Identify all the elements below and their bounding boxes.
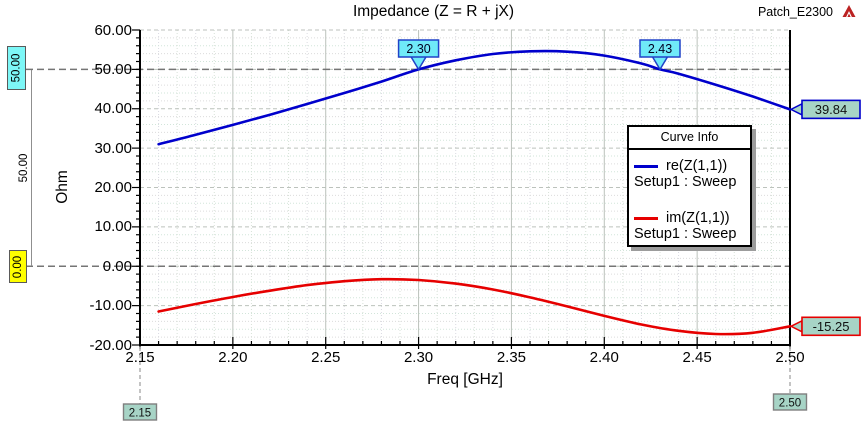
legend-entries: re(Z(1,1)) Setup1 : Sweep im(Z(1,1)) Setup1…: [629, 158, 750, 242]
x-tick-label: 2.15: [125, 349, 155, 366]
svg-text:2.30: 2.30: [406, 42, 430, 56]
legend[interactable]: Curve Info re(Z(1,1)) Setup1 : Sweep im(Z(…: [627, 125, 752, 247]
chart-title: Impedance (Z = R + jX): [352, 3, 515, 20]
y-tick-label: 50.00: [94, 60, 132, 78]
svg-text:2.50: 2.50: [779, 398, 801, 410]
y-axis-title: Ohm: [54, 170, 71, 204]
reference-handle-50.00[interactable]: 50.00: [7, 46, 26, 90]
svg-text:39.84: 39.84: [815, 102, 848, 117]
y-tick-label: 30.00: [94, 139, 132, 157]
range-marker-2.15[interactable]: 2.15: [122, 347, 158, 421]
legend-entry-im[interactable]: im(Z(1,1)) Setup1 : Sweep: [629, 210, 750, 242]
legend-title: Curve Info: [629, 127, 750, 150]
y-tick-label: 10.00: [94, 218, 132, 236]
reference-handle-label: 50.00: [10, 53, 23, 83]
legend-entry-sublabel: Setup1 : Sweep: [634, 226, 737, 242]
value-marker--15.25[interactable]: -15.25: [789, 316, 861, 337]
y-tick-label: 40.00: [94, 100, 132, 118]
delta-ruler-line: [31, 70, 32, 266]
reference-handle-0.00[interactable]: 0.00: [9, 250, 27, 283]
legend-entry-label: re(Z(1,1)): [666, 158, 728, 174]
y-tick-label: -20.00: [89, 336, 132, 354]
x-tick-label: 2.45: [682, 349, 712, 366]
x-tick-label: 2.20: [218, 349, 248, 366]
curve-marker-2.43[interactable]: 2.43: [639, 39, 681, 71]
value-marker-39.84[interactable]: 39.84: [789, 99, 861, 120]
x-tick-label: 2.25: [311, 349, 341, 366]
x-tick-label: 2.50: [775, 349, 805, 366]
legend-entry-label: im(Z(1,1)): [666, 210, 730, 226]
legend-line-sample: [634, 216, 658, 220]
curve-re-z11[interactable]: [157, 49, 792, 146]
delta-ruler-label: 50.00: [18, 153, 30, 183]
ansoft-logo-icon: [842, 5, 856, 17]
y-tick-label: -10.00: [89, 297, 132, 315]
y-tick-label: 20.00: [94, 179, 132, 196]
legend-entry-sublabel: Setup1 : Sweep: [634, 174, 737, 190]
svg-text:2.43: 2.43: [648, 42, 672, 56]
range-marker-2.50[interactable]: 2.50: [772, 347, 808, 411]
project-label: Patch_E2300: [757, 5, 833, 19]
axes: [132, 29, 791, 349]
x-axis-title: Freq [GHz]: [427, 371, 503, 388]
grid: [139, 29, 791, 346]
reference-handle-label: 0.00: [12, 255, 25, 278]
x-tick-label: 2.40: [589, 349, 619, 366]
legend-line-sample: [634, 164, 658, 168]
svg-text:2.15: 2.15: [129, 408, 151, 420]
x-tick-label: 2.30: [403, 349, 434, 366]
x-tick-label: 2.35: [496, 349, 527, 366]
curve-im-z11[interactable]: [157, 277, 792, 336]
y-tick-label: 0.00: [102, 257, 132, 275]
legend-entry-re[interactable]: re(Z(1,1)) Setup1 : Sweep: [629, 158, 750, 190]
y-tick-label: 60.00: [94, 21, 132, 39]
svg-text:-15.25: -15.25: [813, 319, 850, 334]
curve-marker-2.30[interactable]: 2.30: [397, 39, 440, 71]
